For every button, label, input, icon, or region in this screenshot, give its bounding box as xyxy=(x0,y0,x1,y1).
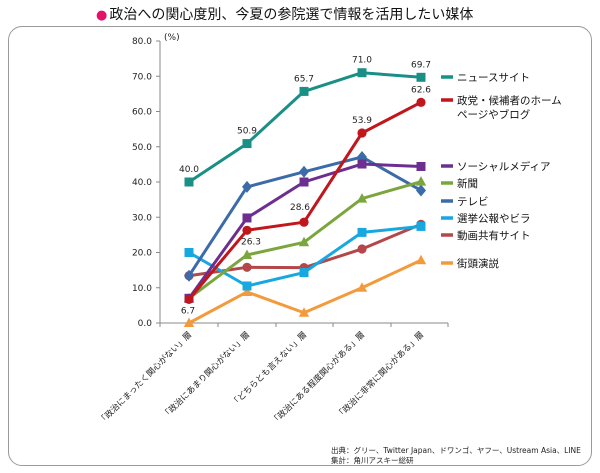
y-tick-label-3: 30.0 xyxy=(132,213,152,223)
y-tick-label-5: 50.0 xyxy=(132,143,152,153)
series-7-point-1 xyxy=(241,286,253,296)
series-1-point-0 xyxy=(184,294,194,304)
source-line: 出典：グリー、Twitter Japan、ドワンゴ、ヤフー、Ustream As… xyxy=(331,446,581,455)
series-0-point-1 xyxy=(242,139,252,149)
data-label-0-0: 40.0 xyxy=(179,165,199,175)
data-label-0-4: 69.7 xyxy=(411,60,431,70)
series-1-point-4 xyxy=(416,97,426,107)
series-0-point-4 xyxy=(416,72,426,82)
series-3-point-3 xyxy=(356,193,368,203)
series-7-point-4 xyxy=(415,254,427,265)
series-4-point-2 xyxy=(299,165,309,178)
series-0-point-2 xyxy=(299,86,309,96)
series-5-point-1 xyxy=(242,281,252,291)
series-1-point-1 xyxy=(242,225,252,235)
series-5-point-4 xyxy=(416,221,426,231)
data-label-1-2: 28.6 xyxy=(290,203,310,213)
series-4-point-4 xyxy=(416,184,426,197)
legend-label-6: 動画共有サイト xyxy=(457,229,531,242)
title-bullet: ● xyxy=(96,8,108,23)
data-label-1-4: 62.6 xyxy=(411,85,431,95)
legend-label-2: ソーシャルメディア xyxy=(457,160,551,173)
series-6-point-1 xyxy=(242,262,252,272)
series-4-point-0 xyxy=(184,269,194,282)
legend-label-3: 新聞 xyxy=(457,177,478,190)
legend-label-1-line2: ページやブログ xyxy=(457,108,531,121)
data-label-0-1: 50.9 xyxy=(237,127,257,137)
data-label-1-0: 6.7 xyxy=(181,306,195,316)
series-3-point-1 xyxy=(241,249,253,259)
series-7-point-0 xyxy=(183,317,195,327)
x-category-label-0: 「政治にまったく関心がない」層 xyxy=(96,329,194,427)
series-1-point-3 xyxy=(357,128,367,138)
series-0-point-0 xyxy=(184,177,194,187)
series-2-point-4 xyxy=(416,161,426,171)
series-2-point-1 xyxy=(242,213,252,223)
legend-label-0: ニュースサイト xyxy=(457,72,530,84)
y-tick-label-2: 20.0 xyxy=(132,249,152,259)
y-tick-label-1: 10.0 xyxy=(132,284,152,294)
data-label-1-3: 53.9 xyxy=(352,116,372,126)
data-label-0-2: 65.7 xyxy=(294,74,314,84)
data-label-1-1: 26.3 xyxy=(241,237,261,247)
data-label-0-3: 71.0 xyxy=(352,56,372,66)
series-2-point-3 xyxy=(357,159,367,169)
series-6-point-3 xyxy=(357,244,367,254)
legend-label-4: テレビ xyxy=(457,196,489,208)
legend-label-5: 選挙公報やビラ xyxy=(457,212,531,225)
y-tick-label-7: 70.0 xyxy=(132,72,152,82)
series-5-point-2 xyxy=(299,268,309,278)
legend-label-1: 政党・候補者のホーム xyxy=(457,94,562,107)
source-note: 出典：グリー、Twitter Japan、ドワンゴ、ヤフー、Ustream As… xyxy=(331,446,581,466)
series-2-point-2 xyxy=(299,177,309,187)
y-axis-unit: (%) xyxy=(164,33,180,43)
chart-title: ● 政治への関心度別、今夏の参院選で情報を活用したい媒体 xyxy=(96,4,473,24)
y-tick-label-8: 80.0 xyxy=(132,37,152,47)
y-tick-label-4: 40.0 xyxy=(132,178,152,188)
series-7-point-3 xyxy=(356,282,368,292)
legend-label-7: 街頭演説 xyxy=(457,257,499,270)
title-text: 政治への関心度別、今夏の参院選で情報を活用したい媒体 xyxy=(109,7,474,23)
series-3-point-2 xyxy=(298,236,310,247)
series-5-point-0 xyxy=(184,248,194,257)
series-0-point-3 xyxy=(357,68,367,78)
series-1-point-2 xyxy=(299,217,309,227)
series-5-point-3 xyxy=(357,227,367,237)
x-category-label-3: 「政治にある程度関心がある」層 xyxy=(269,329,367,427)
series-3-point-4 xyxy=(415,176,427,186)
y-tick-label-0: 0.0 xyxy=(138,319,153,329)
chart-frame xyxy=(8,26,592,466)
series-4-point-1 xyxy=(242,180,252,193)
y-tick-label-6: 60.0 xyxy=(132,108,152,118)
series-7-point-2 xyxy=(298,307,310,317)
compile-line: 集計：角川アスキー総研 xyxy=(331,456,414,465)
